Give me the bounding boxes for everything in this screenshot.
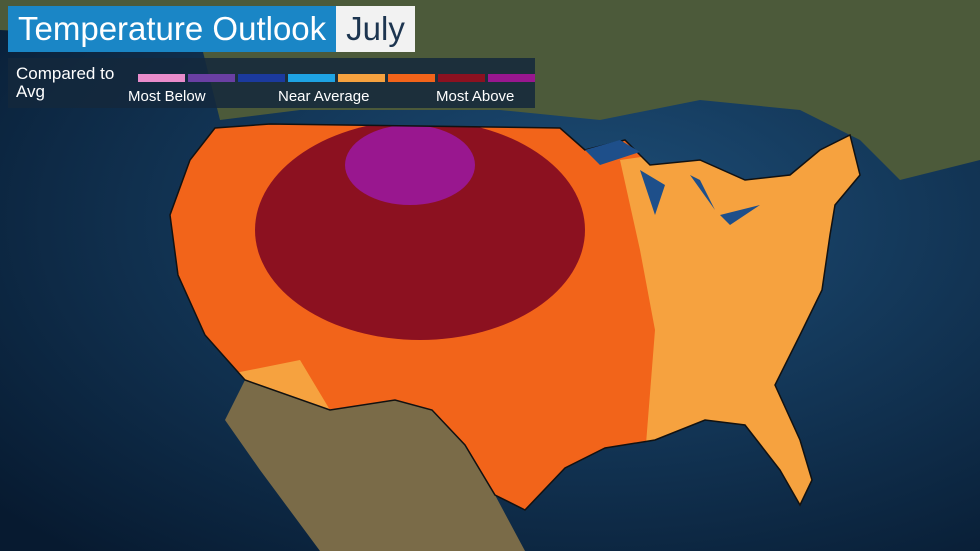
- legend-label: Compared to Avg: [16, 64, 115, 101]
- legend-low: Most Below: [128, 88, 206, 105]
- zone-much-above: [255, 124, 585, 340]
- title: Temperature Outlook: [8, 6, 337, 52]
- swatches: [138, 74, 535, 82]
- legend-swatch: [188, 74, 235, 82]
- legend-swatch: [488, 74, 535, 82]
- legend-swatch: [138, 74, 185, 82]
- legend-high: Most Above: [436, 88, 515, 105]
- legend-swatch: [388, 74, 435, 82]
- zone-most-above: [345, 125, 475, 205]
- legend-mid: Near Average: [278, 88, 370, 105]
- legend-swatch: [338, 74, 385, 82]
- great-lakes: [585, 140, 760, 225]
- mexico: [225, 380, 525, 551]
- legend-swatch: [288, 74, 335, 82]
- legend-swatch: [438, 74, 485, 82]
- legend: Compared to Avg Most Below Near Average …: [8, 58, 535, 108]
- legend-swatch: [238, 74, 285, 82]
- month: July: [336, 6, 415, 52]
- title-bar: Temperature Outlook July: [8, 6, 415, 52]
